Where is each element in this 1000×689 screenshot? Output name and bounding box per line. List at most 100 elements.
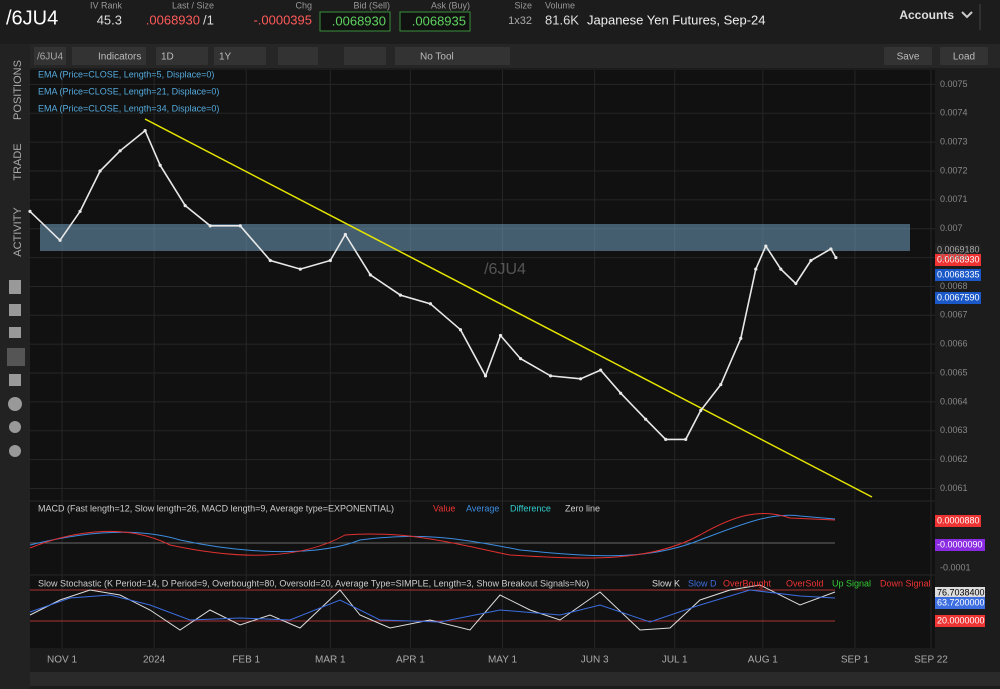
price-point <box>764 244 768 248</box>
axis-label: -0.0001 <box>940 562 971 572</box>
x-tick-label: SEP 1 <box>841 655 870 666</box>
symbol-field[interactable]: /6JU4 <box>37 52 64 63</box>
price-point <box>78 209 82 214</box>
price-point <box>58 238 62 242</box>
side-icons <box>7 280 25 457</box>
price-box <box>935 269 981 281</box>
legend: OverBought <box>723 578 772 588</box>
price-line <box>29 129 837 441</box>
price-panel <box>30 70 935 500</box>
price-point <box>518 356 523 361</box>
y-tick-label: 0.0061 <box>940 483 968 493</box>
price-point <box>754 267 758 271</box>
button[interactable] <box>884 47 932 65</box>
accounts[interactable]: Accounts <box>899 8 954 22</box>
legend: Up Signal <box>832 578 871 588</box>
price-point <box>579 377 583 381</box>
value[interactable]: .0068930 <box>332 13 386 28</box>
dropdown[interactable] <box>214 47 266 65</box>
price-label: 0.0068335 <box>937 269 980 279</box>
icon[interactable] <box>9 327 21 338</box>
tab[interactable]: TRADE <box>12 143 24 180</box>
value: .0068930 <box>146 12 200 27</box>
value[interactable]: .0068935 <box>412 13 466 28</box>
side-tabs: POSITIONS TRADE ACTIVITY <box>12 60 24 257</box>
value: 45.3 <box>97 12 122 27</box>
scrollbar[interactable] <box>30 672 1000 686</box>
icon[interactable] <box>9 374 21 386</box>
price-point <box>343 232 347 237</box>
dropdown[interactable] <box>156 47 208 65</box>
label: IV Rank <box>90 0 123 10</box>
price-point <box>699 408 703 413</box>
y-tick-label: 0.0072 <box>940 165 968 175</box>
dropdown[interactable] <box>395 47 510 65</box>
indicators[interactable]: Indicators <box>98 52 141 63</box>
x-tick-label: MAR 1 <box>315 655 346 666</box>
legend: Slow D <box>688 578 717 588</box>
slow-k <box>29 584 836 631</box>
plot <box>28 129 838 441</box>
save[interactable]: Save <box>897 52 920 63</box>
button[interactable] <box>278 47 318 65</box>
macd-value <box>29 512 836 559</box>
price-box <box>935 254 981 266</box>
label: Size <box>514 0 532 10</box>
load[interactable]: Load <box>953 52 975 63</box>
icon[interactable] <box>9 445 21 457</box>
price-box <box>935 597 985 609</box>
price-point <box>548 374 553 378</box>
label: Chg <box>295 0 312 10</box>
watermark: /6JU4 <box>484 261 526 278</box>
stochastic-title: Slow Stochastic (K Period=14, D Period=9… <box>38 578 589 588</box>
icon[interactable] <box>9 280 21 294</box>
chevron[interactable] <box>961 11 973 19</box>
x-tick-label: APR 1 <box>396 655 425 666</box>
symbol[interactable]: /6JU4 <box>6 7 58 29</box>
label: Last / Size <box>172 0 214 10</box>
y-tick-label: 0.007 <box>940 223 963 233</box>
label: Volume <box>545 0 575 10</box>
icon[interactable] <box>9 421 21 433</box>
tab[interactable]: POSITIONS <box>12 60 24 120</box>
x-tick-label: JUN 3 <box>581 655 609 666</box>
icon[interactable] <box>8 397 22 411</box>
button[interactable] <box>940 47 988 65</box>
range[interactable]: 1Y <box>219 52 232 63</box>
button[interactable] <box>344 47 386 65</box>
y-tick-label: 0.0064 <box>940 396 968 406</box>
study-label: EMA (Price=CLOSE, Length=21, Displace=0) <box>38 86 219 96</box>
slow-d <box>29 589 836 623</box>
tab[interactable]: ACTIVITY <box>12 207 24 257</box>
axis-label: 0.0000880 <box>937 515 980 525</box>
bid-box[interactable] <box>319 11 391 32</box>
price-point <box>684 437 688 441</box>
icon[interactable] <box>9 304 21 316</box>
axis-label: 76.7038400 <box>937 587 985 597</box>
button[interactable] <box>72 47 146 65</box>
legend: Difference <box>510 503 551 513</box>
button[interactable] <box>34 47 66 65</box>
value: -.0000395 <box>253 12 312 27</box>
price-box <box>935 615 985 627</box>
icon[interactable] <box>7 348 25 366</box>
x-tick-label: NOV 1 <box>47 655 77 666</box>
price-point <box>498 333 503 338</box>
price-point <box>458 328 463 332</box>
study-label: EMA (Price=CLOSE, Length=34, Displace=0) <box>38 103 219 113</box>
value: 81.6K <box>545 12 579 27</box>
price-point <box>118 149 122 153</box>
tool[interactable]: No Tool <box>420 52 454 63</box>
legend: Value <box>433 503 455 513</box>
price-point <box>794 281 798 286</box>
price-point <box>719 382 723 387</box>
price-box <box>935 244 981 256</box>
price-point <box>398 293 403 297</box>
x-tick-label: MAY 1 <box>488 655 518 666</box>
price-point <box>158 163 162 167</box>
macd-average <box>29 514 836 557</box>
ask-box[interactable] <box>399 11 471 32</box>
interval[interactable]: 1D <box>161 52 174 63</box>
price-point <box>98 169 102 173</box>
